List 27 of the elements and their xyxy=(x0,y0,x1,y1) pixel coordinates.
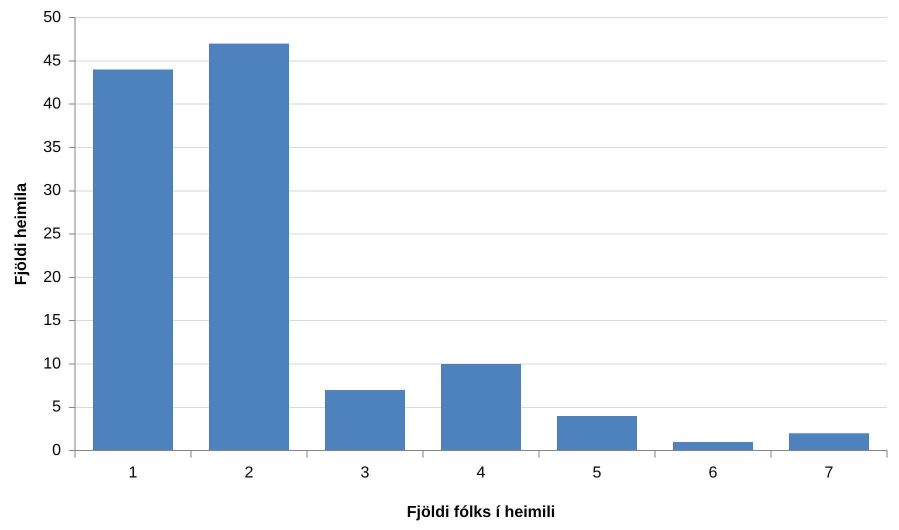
x-tick-label: 6 xyxy=(708,464,718,482)
y-tick-label: 25 xyxy=(43,226,62,243)
y-tick-label: 35 xyxy=(43,138,62,156)
bar xyxy=(324,390,406,450)
x-tick-label: 5 xyxy=(592,464,602,482)
y-tick-label: 20 xyxy=(43,268,62,286)
y-tick-label: 40 xyxy=(43,96,62,113)
bar xyxy=(208,44,290,450)
y-tick-label: 15 xyxy=(43,312,62,330)
x-tick-label: 4 xyxy=(476,464,486,482)
bar xyxy=(440,364,522,450)
bar xyxy=(788,433,870,450)
bar xyxy=(92,70,174,450)
y-axis-title: Fjöldi heimila xyxy=(13,182,30,286)
bar xyxy=(672,442,754,450)
y-tick-label: 45 xyxy=(43,52,62,70)
y-tick-label: 10 xyxy=(43,355,62,372)
bar xyxy=(556,416,638,450)
y-tick-label: 5 xyxy=(52,398,62,416)
x-tick-label: 2 xyxy=(244,464,254,482)
x-axis-title: Fjöldi fólks í heimili xyxy=(406,504,556,521)
x-tick-label: 7 xyxy=(824,464,834,482)
y-tick-label: 0 xyxy=(52,442,62,460)
x-tick-label: 1 xyxy=(128,464,138,482)
y-tick-label: 30 xyxy=(43,182,62,200)
y-tick-label: 50 xyxy=(43,9,62,26)
x-tick-label: 3 xyxy=(360,464,370,482)
